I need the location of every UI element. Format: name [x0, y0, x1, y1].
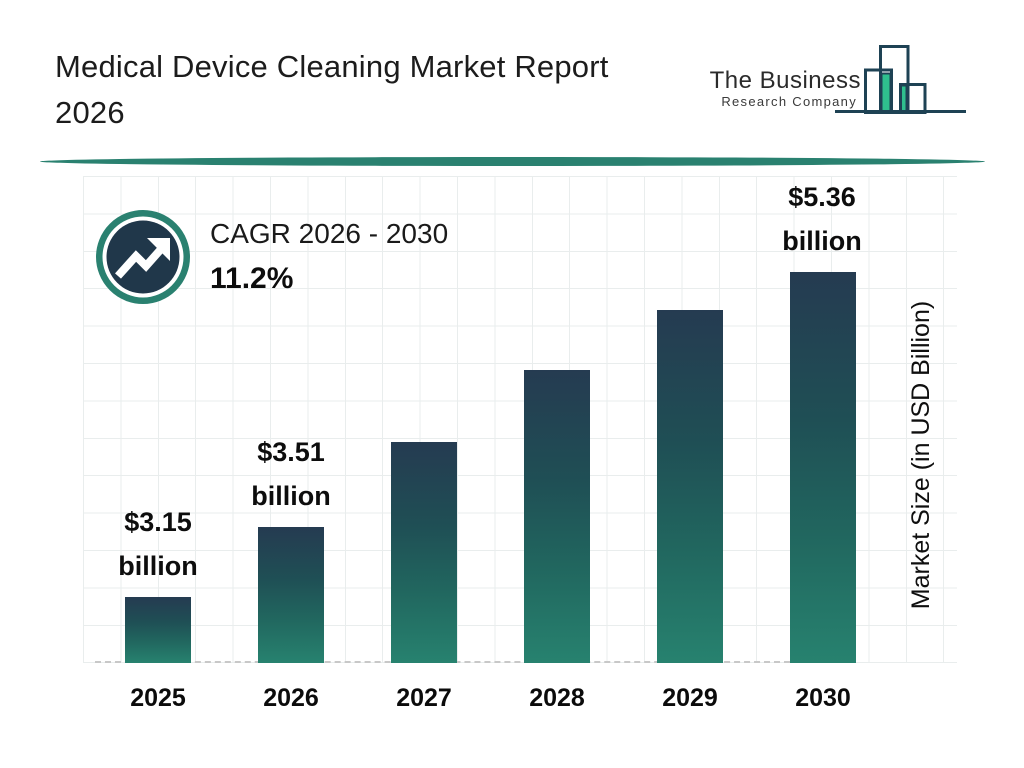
trend-up-icon [96, 210, 190, 304]
company-logo: The Business Research Company [600, 67, 861, 110]
x-tick-2027: 2027 [396, 684, 452, 712]
value-label-2030-amount: $5.36 [788, 182, 856, 212]
divider-lens [40, 157, 985, 166]
value-label-2025-amount: $3.15 [124, 507, 192, 537]
x-tick-2026: 2026 [263, 684, 319, 712]
page-title: Medical Device Cleaning Market Report 20… [55, 44, 735, 136]
x-tick-2025: 2025 [130, 684, 186, 712]
bar-chart-plot [83, 176, 957, 663]
bar-2029 [657, 310, 723, 663]
logo-subtitle: Research Company [721, 94, 857, 109]
page-title-line1: Medical Device Cleaning Market Report [55, 49, 609, 84]
cagr-period-label: CAGR 2026 - 2030 [210, 218, 449, 249]
page-title-line2: 2026 [55, 95, 125, 130]
y-axis-label: Market Size (in USD Billion) [907, 300, 935, 610]
value-label-2030: $5.36 billion [732, 175, 912, 263]
cagr-value: 11.2% [210, 262, 294, 295]
bar-2030 [790, 272, 856, 663]
logo-name: The Business [709, 67, 861, 94]
value-label-2025: $3.15 billion [68, 500, 248, 588]
x-tick-2030: 2030 [795, 684, 851, 712]
bar-2026 [258, 527, 324, 663]
value-label-2026-unit: billion [251, 481, 331, 511]
x-tick-2029: 2029 [662, 684, 718, 712]
bar-2027 [391, 442, 457, 663]
x-tick-2028: 2028 [529, 684, 585, 712]
logo-bar-chart-icon [835, 45, 966, 114]
value-label-2026-amount: $3.51 [257, 437, 325, 467]
value-label-2025-unit: billion [118, 551, 198, 581]
value-label-2026: $3.51 billion [201, 430, 381, 518]
bar-2028 [524, 370, 590, 663]
bar-2025 [125, 597, 191, 663]
value-label-2030-unit: billion [782, 226, 862, 256]
